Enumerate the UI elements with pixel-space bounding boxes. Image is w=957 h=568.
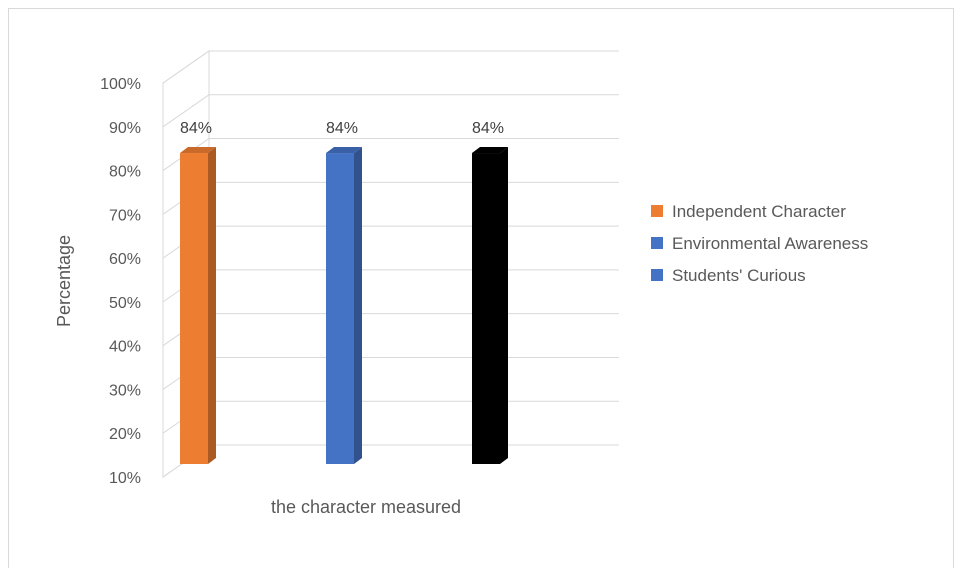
y-tick-label: 100% [100,76,141,93]
bar-side [354,147,362,465]
legend-label: Environmental Awareness [672,234,868,253]
bar-3 [472,147,508,465]
gridline [162,269,619,303]
legend-label: Students' Curious [672,266,806,285]
y-tick-label: 30% [109,382,141,399]
bar-top [472,147,508,154]
bar-front [472,153,500,465]
gridline [162,444,619,478]
y-tick-label: 40% [109,339,141,356]
chart-frame [8,8,954,568]
y-tick-label: 90% [109,120,141,137]
y-tick-label: 60% [109,251,141,268]
y-tick-label: 70% [109,207,141,224]
gridline [162,94,619,128]
gridline [162,313,619,347]
y-tick-label: 10% [109,470,141,487]
y-axis-title: Percentage [54,235,74,327]
bars [180,147,508,465]
gridlines [162,50,619,478]
y-tick-label: 50% [109,295,141,312]
y-axis-ticks: 10% 20% 30% 40% 50% 60% 70% 80% 90% 100% [100,76,141,487]
data-label: 84% [472,120,504,137]
bar-top [326,147,362,154]
bar-2 [326,147,362,465]
gridline [162,50,619,84]
bar-side [500,147,508,465]
y-tick-label: 80% [109,164,141,181]
gridline [162,138,619,171]
y-tick-label: 20% [109,426,141,443]
bar-front [326,153,354,465]
legend-label: Independent Character [672,202,846,221]
legend-swatch [651,205,663,217]
data-label: 84% [326,120,358,137]
x-axis-title: the character measured [271,497,461,517]
bar-1 [180,147,216,465]
bar-side [208,147,216,465]
data-labels: 84% 84% 84% [180,120,504,137]
data-label: 84% [180,120,212,137]
bar-front [180,153,208,465]
bar-chart: 10%20%30%40%50%60%70%80%90%100% 84% 84% 84… [54,50,868,517]
legend-swatch [651,237,663,249]
gridline [162,356,619,390]
legend-swatch [651,269,663,281]
gridline [162,225,619,259]
gridline [162,400,619,434]
gridline [162,181,619,215]
legend: Independent Character Environmental Aware… [651,202,868,285]
bar-top [180,147,216,154]
